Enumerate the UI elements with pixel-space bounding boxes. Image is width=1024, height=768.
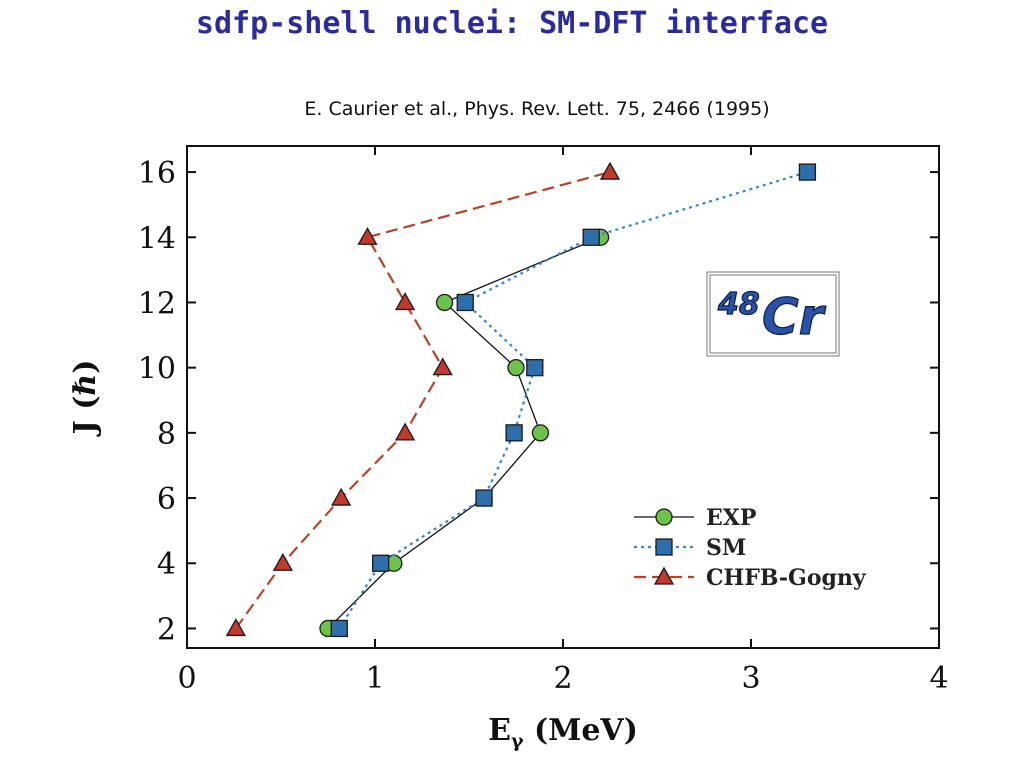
x-tick-label: 0 — [177, 661, 196, 696]
legend-marker — [653, 566, 675, 585]
element-symbol: Cr — [762, 288, 827, 346]
data-point-sm — [456, 293, 474, 312]
series-line-sm — [338, 171, 808, 630]
x-tick-label: 4 — [929, 661, 948, 696]
x-axis-label: Eγ (MeV) — [488, 713, 638, 752]
legend-marker — [655, 508, 673, 526]
data-point-sm — [330, 619, 348, 638]
legend-label: CHFB-Gogny — [706, 565, 867, 591]
data-point-sm — [505, 424, 523, 442]
slide-title: sdfp-shell nuclei: SM-DFT interface — [195, 6, 829, 41]
nucleus-box-inner — [709, 274, 837, 354]
legend-item-exp: EXP — [634, 505, 756, 531]
y-tick-label: 12 — [138, 286, 176, 321]
x-tick-label: 1 — [365, 661, 384, 696]
data-point-sm — [582, 228, 600, 246]
legend-item-sm: SM — [634, 535, 746, 561]
series-chfb-gogny — [225, 161, 621, 637]
data-point-chfb-gogny — [394, 422, 416, 441]
y-axis-label: J (ℏ) — [68, 360, 103, 438]
data-point-chfb-gogny — [357, 226, 378, 245]
series-sm — [330, 163, 817, 638]
legend: EXP SM CHFB-Gogny — [634, 505, 867, 591]
nucleus-annotation: 48 Cr — [706, 271, 840, 357]
y-tick-label: 16 — [138, 156, 176, 191]
data-point-sm — [798, 163, 817, 181]
data-point-sm — [526, 359, 544, 377]
data-point-chfb-gogny — [599, 161, 621, 180]
data-point-sm — [475, 489, 493, 507]
y-tick-label: 8 — [157, 417, 176, 452]
y-tick-label: 10 — [138, 352, 176, 387]
y-tick-label: 4 — [157, 547, 176, 582]
series-exp — [319, 228, 610, 638]
data-point-exp — [507, 359, 525, 377]
legend-item-chfb-gogny: CHFB-Gogny — [634, 565, 867, 591]
data-point-chfb-gogny — [331, 487, 352, 506]
data-point-chfb-gogny — [432, 357, 453, 376]
y-tick-label: 2 — [157, 612, 176, 647]
data-point-sm — [371, 554, 390, 572]
x-tick-label: 3 — [741, 661, 760, 696]
x-tick-label: 2 — [553, 661, 572, 696]
data-point-chfb-gogny — [272, 552, 293, 571]
legend-label: EXP — [706, 505, 756, 531]
citation: E. Caurier et al., Phys. Rev. Lett. 75, … — [304, 98, 770, 120]
data-point-chfb-gogny — [394, 292, 416, 311]
nucleus-box-outer — [706, 271, 840, 357]
data-point-exp — [531, 424, 550, 442]
y-tick-label: 14 — [138, 221, 176, 256]
y-tick-label: 6 — [157, 482, 176, 517]
legend-label: SM — [706, 535, 746, 561]
series-layer — [225, 161, 817, 638]
data-point-exp — [435, 293, 454, 312]
series-line-chfb-gogny — [234, 171, 611, 630]
legend-marker — [655, 538, 673, 556]
mass-number: 48 — [717, 287, 760, 322]
data-point-chfb-gogny — [225, 618, 246, 637]
